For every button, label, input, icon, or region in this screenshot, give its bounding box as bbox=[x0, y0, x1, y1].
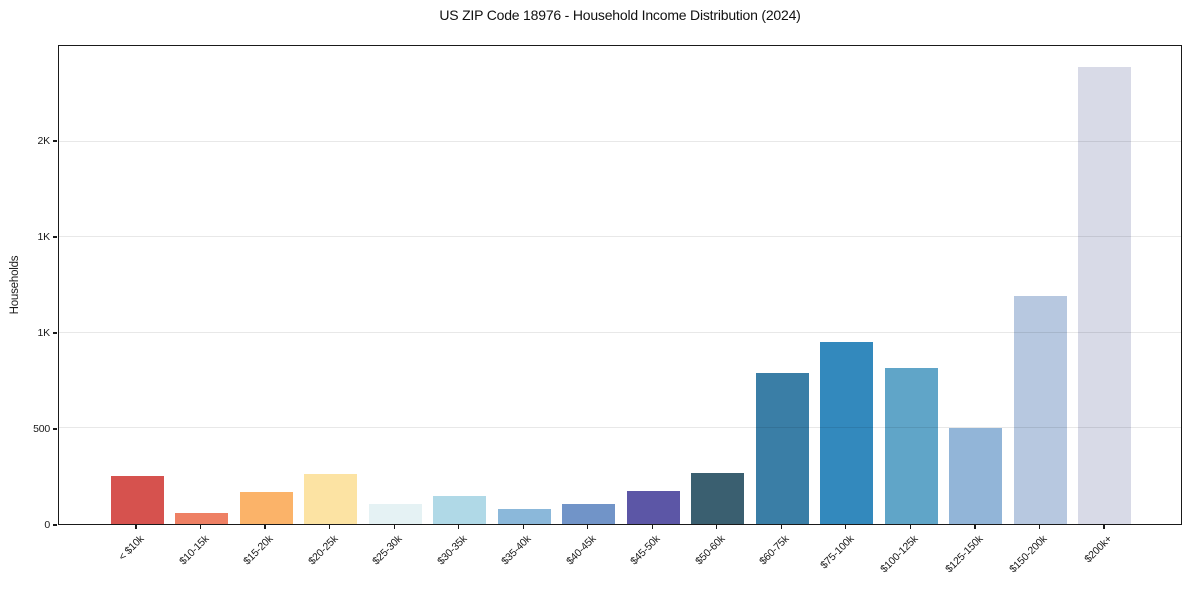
chart-title: US ZIP Code 18976 - Household Income Dis… bbox=[439, 7, 801, 23]
bar bbox=[949, 428, 1003, 524]
y-axis-label: Households bbox=[9, 255, 21, 315]
y-tick-mark bbox=[53, 236, 57, 238]
x-tick-mark bbox=[651, 525, 653, 529]
y-tick-mark bbox=[53, 524, 57, 526]
bars-layer bbox=[59, 46, 1181, 524]
y-tick-label: 1K bbox=[37, 327, 51, 339]
x-tick-mark bbox=[458, 525, 460, 529]
x-tick-mark bbox=[522, 525, 524, 529]
bar bbox=[433, 496, 487, 524]
x-tick-mark bbox=[199, 525, 202, 529]
x-tick-label: < $10k bbox=[116, 533, 147, 564]
bar bbox=[562, 503, 616, 524]
x-tick-mark bbox=[328, 525, 331, 529]
y-tick-mark bbox=[53, 332, 57, 334]
x-tick-mark bbox=[587, 525, 589, 529]
bar bbox=[820, 341, 874, 524]
bar bbox=[368, 503, 422, 524]
y-tick-label: 1K bbox=[37, 231, 51, 243]
plot-area bbox=[58, 45, 1182, 525]
x-tick-mark bbox=[1038, 525, 1041, 529]
bar bbox=[884, 368, 938, 524]
x-tick-mark bbox=[393, 525, 395, 529]
x-tick-mark bbox=[780, 525, 782, 529]
x-tick-mark bbox=[264, 525, 266, 529]
bar bbox=[626, 491, 680, 524]
bar bbox=[497, 509, 551, 524]
y-tick-mark bbox=[53, 140, 57, 142]
bar bbox=[755, 373, 809, 524]
bar bbox=[691, 473, 745, 524]
x-tick-mark bbox=[845, 525, 847, 529]
bar bbox=[304, 474, 358, 524]
y-tick-label: 2K bbox=[37, 135, 51, 147]
x-tick-mark bbox=[716, 525, 718, 529]
bar bbox=[1013, 296, 1067, 524]
y-tick-label: 0 bbox=[44, 519, 50, 531]
bar bbox=[110, 476, 164, 524]
bar bbox=[239, 492, 293, 524]
x-tick-mark bbox=[909, 525, 911, 529]
x-tick-mark bbox=[974, 525, 976, 529]
bar bbox=[175, 513, 229, 524]
x-tick-mark bbox=[1103, 525, 1105, 529]
y-tick-label: 500 bbox=[33, 423, 50, 435]
y-tick-mark bbox=[53, 428, 57, 430]
x-tick-mark bbox=[135, 525, 137, 529]
bar bbox=[1078, 67, 1132, 524]
